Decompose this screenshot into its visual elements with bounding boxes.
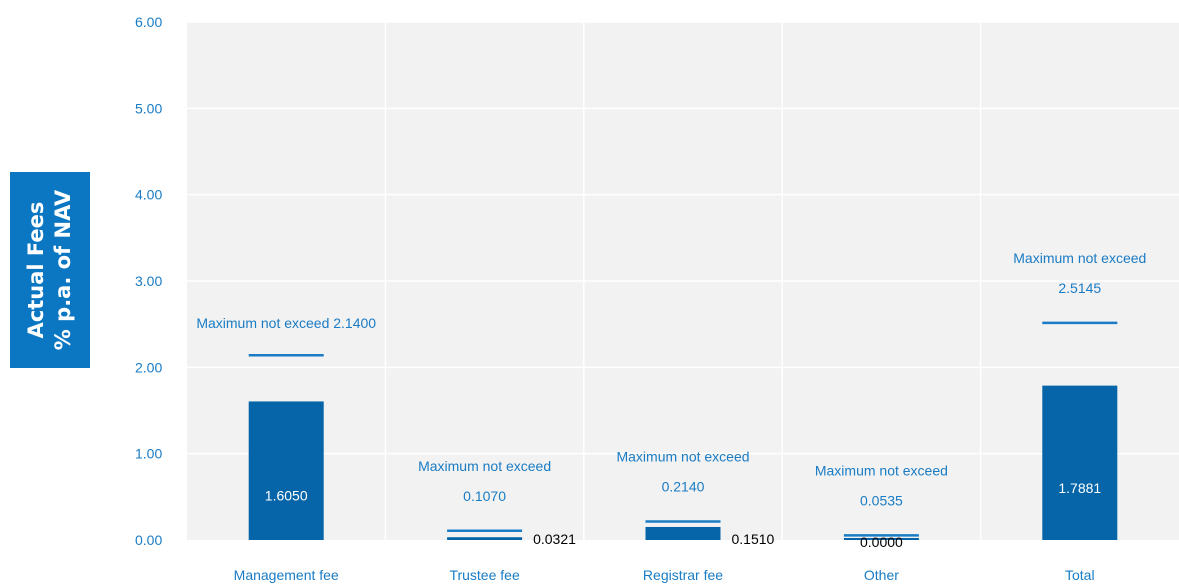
bar-value-label: 0.0321 bbox=[533, 531, 576, 547]
x-tick-label: Management fee bbox=[234, 567, 339, 583]
bar bbox=[248, 401, 324, 540]
bar bbox=[645, 526, 721, 540]
y-tick-label: 5.00 bbox=[135, 100, 162, 116]
max-annotation-label: Maximum not exceed bbox=[616, 449, 749, 465]
max-annotation-label: Maximum not exceed bbox=[1013, 250, 1146, 266]
max-annotation-label: Maximum not exceed bbox=[418, 458, 551, 474]
bar-value-label: 0.0000 bbox=[860, 534, 903, 550]
y-tick-label: 3.00 bbox=[135, 273, 162, 289]
max-annotation-label: Maximum not exceed 2.1400 bbox=[196, 315, 376, 331]
y-axis-label-box: Actual Fees % p.a. of NAV bbox=[10, 172, 90, 368]
max-annotation-label: 0.1070 bbox=[463, 488, 506, 504]
bar-value-label: 0.1510 bbox=[732, 531, 775, 547]
max-annotation-label: 0.2140 bbox=[662, 479, 705, 495]
max-annotation-label: 0.0535 bbox=[860, 492, 903, 508]
y-tick-label: 0.00 bbox=[135, 532, 162, 548]
bar-value-label: 1.7881 bbox=[1058, 480, 1101, 496]
max-annotation-label: 2.5145 bbox=[1058, 280, 1101, 296]
max-annotation-label: Maximum not exceed bbox=[815, 462, 948, 478]
bar bbox=[843, 538, 919, 540]
bar-value-label: 1.6050 bbox=[265, 488, 308, 504]
x-tick-label: Trustee fee bbox=[449, 567, 520, 583]
x-tick-label: Registrar fee bbox=[643, 567, 723, 583]
y-tick-label: 4.00 bbox=[135, 187, 162, 203]
bar bbox=[1042, 385, 1118, 540]
y-tick-label: 2.00 bbox=[135, 359, 162, 375]
x-tick-label: Total bbox=[1065, 567, 1095, 583]
y-tick-label: 1.00 bbox=[135, 446, 162, 462]
y-tick-label: 6.00 bbox=[135, 14, 162, 30]
bar bbox=[447, 537, 523, 540]
x-tick-label: Other bbox=[864, 567, 899, 583]
